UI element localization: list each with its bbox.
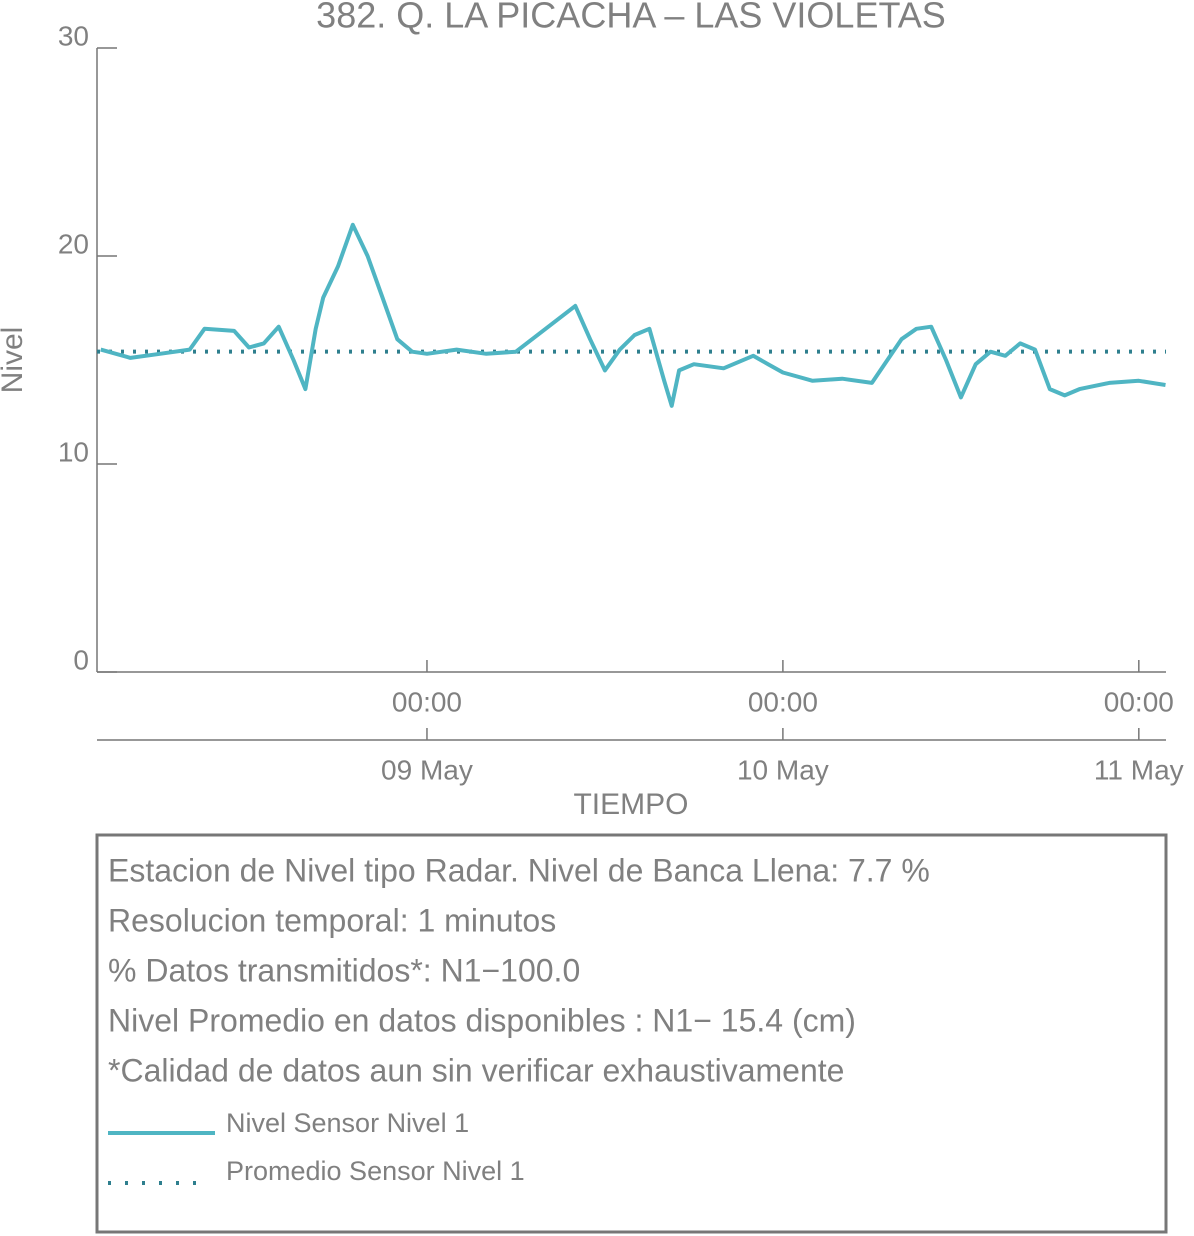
y-tick-label: 10 <box>58 436 89 467</box>
y-tick-label: 0 <box>73 644 89 675</box>
data-line <box>100 222 1166 408</box>
x-tick-date-label: 10 May <box>737 754 829 785</box>
x-tick-label: 00:00 <box>392 686 462 717</box>
info-text: *Calidad de datos aun sin verificar exha… <box>108 1052 844 1088</box>
legend-label: Nivel Sensor Nivel 1 <box>226 1108 469 1138</box>
x-tick-date-label: 11 May <box>1094 754 1184 785</box>
info-text: Resolucion temporal: 1 minutos <box>108 902 556 938</box>
x-tick-label: 00:00 <box>1104 686 1174 717</box>
info-text: Nivel Promedio en datos disponibles : N1… <box>108 1002 856 1038</box>
y-tick-label: 30 <box>58 20 89 51</box>
y-axis-label: Nivel <box>0 327 29 394</box>
x-tick-date-label: 09 May <box>381 754 473 785</box>
info-text: % Datos transmitidos*: N1−100.0 <box>108 952 580 988</box>
info-box <box>95 833 1168 1234</box>
info-text: Estacion de Nivel tipo Radar. Nivel de B… <box>108 852 930 888</box>
y-tick-label: 20 <box>58 228 89 259</box>
chart-title: 382. Q. LA PICACHA – LAS VIOLETAS <box>316 0 946 36</box>
x-axis-label: TIEMPO <box>573 788 688 821</box>
x-tick-label: 00:00 <box>748 686 818 717</box>
legend-label: Promedio Sensor Nivel 1 <box>226 1156 525 1186</box>
